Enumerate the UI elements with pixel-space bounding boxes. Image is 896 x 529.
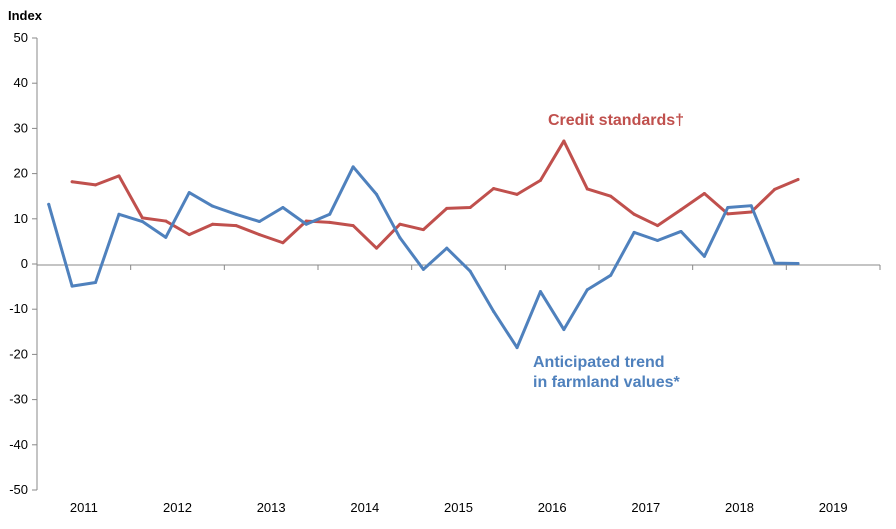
data-point: [679, 229, 683, 233]
data-point: [398, 236, 402, 240]
series-line-1: [47, 165, 800, 350]
data-point: [468, 206, 472, 209]
data-point: [234, 212, 238, 216]
data-point: [609, 273, 613, 277]
data-point: [211, 204, 215, 208]
data-point: [515, 192, 519, 196]
y-tick-label: 20: [14, 166, 28, 181]
x-tick-label: 2015: [444, 500, 473, 515]
data-point: [421, 267, 425, 271]
farmland-trend-label-line2: in farmland values*: [533, 374, 680, 391]
data-point: [632, 212, 636, 216]
data-point: [281, 206, 285, 209]
data-point: [538, 178, 542, 182]
y-tick-label: 0: [21, 256, 28, 271]
y-tick-label: -10: [9, 301, 28, 316]
x-tick-label: 2011: [70, 500, 98, 515]
data-point: [726, 212, 730, 216]
data-point: [351, 224, 355, 228]
data-point: [94, 281, 98, 285]
y-tick-label: 30: [14, 120, 28, 135]
data-point: [164, 235, 168, 239]
data-point: [281, 241, 285, 245]
data-point: [702, 254, 706, 258]
data-point: [328, 212, 332, 216]
data-point: [421, 228, 425, 232]
x-tick-label: 2013: [257, 500, 286, 515]
y-tick-label: -40: [9, 437, 28, 452]
data-point: [117, 174, 121, 178]
data-point: [492, 187, 496, 191]
data-point: [164, 219, 168, 223]
data-point: [234, 224, 238, 228]
data-point: [538, 290, 542, 294]
y-tick-label: 10: [14, 211, 28, 226]
y-axis-title: Index: [8, 8, 43, 23]
x-tick-label: 2019: [819, 500, 848, 515]
data-point: [187, 233, 191, 237]
data-point: [445, 246, 449, 250]
data-point: [562, 328, 566, 332]
series-line-0: [70, 139, 800, 250]
data-point: [515, 346, 519, 350]
data-point: [679, 208, 683, 212]
data-point: [70, 180, 74, 184]
data-point: [492, 309, 496, 313]
data-point: [47, 202, 51, 206]
data-point: [375, 192, 379, 196]
data-point: [70, 284, 74, 288]
data-point: [445, 206, 449, 210]
data-point: [702, 191, 706, 195]
data-point: [117, 212, 121, 216]
data-point: [632, 230, 636, 234]
credit-standards-label: Credit standards†: [548, 112, 684, 129]
data-point: [796, 177, 800, 181]
data-point: [585, 187, 589, 191]
data-point: [609, 194, 613, 198]
data-point: [304, 219, 308, 223]
farmland-trend-label-line1: Anticipated trend: [533, 354, 665, 371]
x-tick-label: 2016: [538, 500, 567, 515]
x-axis: 2011 2012 2013 2014 2015 2016 2017 2018 2019: [36, 264, 881, 515]
data-point: [94, 183, 98, 187]
data-point: [140, 220, 144, 224]
data-point: [304, 222, 308, 226]
data-point: [585, 288, 589, 292]
y-tick-label: 50: [14, 30, 28, 45]
x-tick-label: 2018: [725, 500, 754, 515]
y-tick-label: 40: [14, 75, 28, 90]
data-point: [796, 262, 800, 266]
data-point: [656, 224, 660, 228]
data-point: [562, 139, 566, 143]
data-point: [749, 204, 753, 208]
data-point: [351, 165, 355, 169]
data-point: [375, 246, 379, 250]
data-point: [773, 187, 777, 191]
data-point: [468, 269, 472, 273]
data-point: [187, 191, 191, 195]
series-layer: [47, 139, 800, 350]
data-point: [257, 233, 261, 237]
x-tick-label: 2012: [163, 500, 192, 515]
y-tick-label: -20: [9, 346, 28, 361]
data-point: [656, 239, 660, 242]
y-tick-label: -50: [9, 482, 28, 497]
data-point: [726, 206, 730, 209]
y-axis: 50 40 30 20 10 0 -10 -20 -30 -40 -50: [9, 30, 38, 497]
data-point: [398, 222, 402, 226]
data-point: [773, 261, 777, 265]
x-tick-label: 2014: [350, 500, 379, 515]
data-point: [140, 216, 144, 220]
y-tick-label: -30: [9, 392, 28, 407]
data-point: [211, 222, 215, 226]
data-point: [257, 220, 261, 224]
x-tick-label: 2017: [631, 500, 660, 515]
data-point: [328, 220, 332, 224]
